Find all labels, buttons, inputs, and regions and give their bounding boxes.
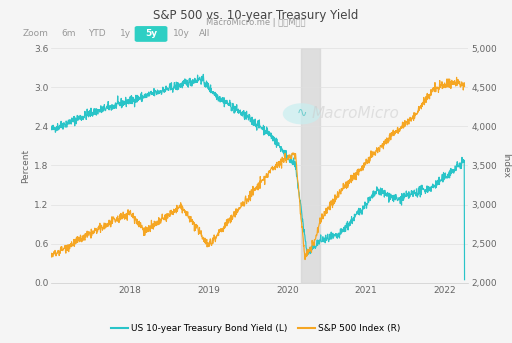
Text: 10y: 10y [174,29,190,38]
Bar [301,48,321,283]
Text: 5y: 5y [145,29,157,38]
Text: S&P 500 vs. 10-year Treasury Yield: S&P 500 vs. 10-year Treasury Yield [153,9,359,22]
Circle shape [283,103,321,125]
Text: YTD: YTD [89,29,106,38]
Text: MacroMicro.me | 財經M平方: MacroMicro.me | 財經M平方 [206,18,306,27]
Y-axis label: Percent: Percent [21,149,30,182]
Text: All: All [199,29,210,38]
Text: 1y: 1y [120,29,131,38]
Legend: US 10-year Treasury Bond Yield (L), S&P 500 Index (R): US 10-year Treasury Bond Yield (L), S&P … [108,321,404,337]
Text: MacroMicro: MacroMicro [312,106,400,121]
Y-axis label: Index: Index [501,153,510,178]
Text: 6m: 6m [62,29,76,38]
Text: ∿: ∿ [296,107,307,120]
Text: Zoom: Zoom [23,29,49,38]
